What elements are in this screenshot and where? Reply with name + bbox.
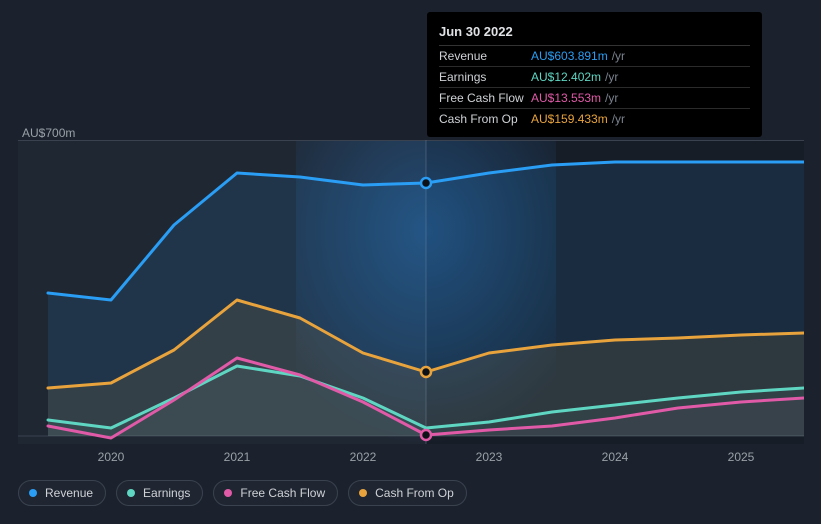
tooltip-row-unit: /yr — [605, 91, 618, 105]
tooltip-row-value: AU$13.553m — [531, 91, 601, 105]
tooltip-title: Jun 30 2022 — [439, 20, 750, 46]
tooltip-row-label: Revenue — [439, 49, 531, 63]
y-tick-label: AU$700m — [22, 126, 75, 140]
tooltip-row-value: AU$12.402m — [531, 70, 601, 84]
legend-label: Free Cash Flow — [240, 486, 325, 500]
legend-dot-icon — [224, 489, 232, 497]
tooltip-row-value: AU$603.891m — [531, 49, 608, 63]
x-tick-label: 2024 — [602, 450, 629, 464]
tooltip-row-unit: /yr — [612, 49, 625, 63]
tooltip-row-label: Cash From Op — [439, 112, 531, 126]
tooltip-row-value: AU$159.433m — [531, 112, 608, 126]
x-tick-label: 2022 — [350, 450, 377, 464]
legend-dot-icon — [127, 489, 135, 497]
financials-chart[interactable] — [18, 140, 804, 444]
legend-dot-icon — [29, 489, 37, 497]
chart-legend: Revenue Earnings Free Cash Flow Cash From O… — [18, 480, 467, 506]
legend-item[interactable]: Earnings — [116, 480, 203, 506]
x-tick-label: 2021 — [224, 450, 251, 464]
legend-item[interactable]: Cash From Op — [348, 480, 467, 506]
chart-tooltip: Jun 30 2022 RevenueAU$603.891m/yrEarning… — [427, 12, 762, 137]
legend-label: Revenue — [45, 486, 93, 500]
tooltip-row-label: Earnings — [439, 70, 531, 84]
x-tick-label: 2023 — [476, 450, 503, 464]
tooltip-row: Free Cash FlowAU$13.553m/yr — [439, 88, 750, 109]
tooltip-row: RevenueAU$603.891m/yr — [439, 46, 750, 67]
x-tick-label: 2025 — [728, 450, 755, 464]
legend-item[interactable]: Revenue — [18, 480, 106, 506]
tooltip-row: EarningsAU$12.402m/yr — [439, 67, 750, 88]
x-tick-label: 2020 — [98, 450, 125, 464]
legend-dot-icon — [359, 489, 367, 497]
tooltip-row-unit: /yr — [605, 70, 618, 84]
legend-label: Earnings — [143, 486, 190, 500]
tooltip-row-unit: /yr — [612, 112, 625, 126]
legend-item[interactable]: Free Cash Flow — [213, 480, 338, 506]
tooltip-row: Cash From OpAU$159.433m/yr — [439, 109, 750, 129]
tooltip-row-label: Free Cash Flow — [439, 91, 531, 105]
legend-label: Cash From Op — [375, 486, 454, 500]
